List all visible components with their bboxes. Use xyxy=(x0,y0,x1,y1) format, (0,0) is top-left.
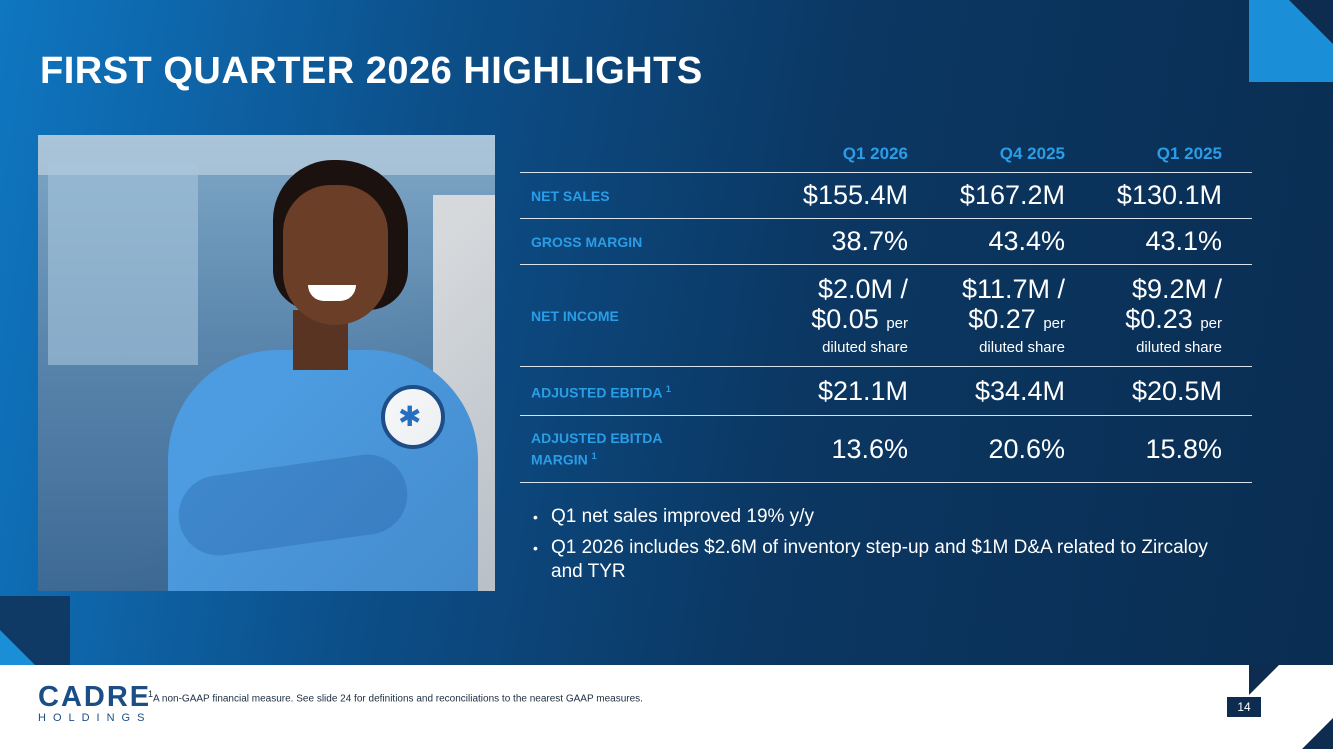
table-row-gross-margin: GROSS MARGIN 38.7% 43.4% 43.1% xyxy=(520,218,1252,265)
emt-photo: ✱ xyxy=(38,135,495,591)
table-row-net-sales: NET SALES $155.4M $167.2M $130.1M xyxy=(520,172,1252,219)
table-cell: 13.6% xyxy=(781,415,938,483)
table-cell: $167.2M xyxy=(938,172,1095,219)
table-cell: $20.5M xyxy=(1095,366,1252,416)
column-header: Q4 2025 xyxy=(999,143,1065,163)
footnote: 1A non-GAAP financial measure. See slide… xyxy=(148,689,643,705)
table-cell: $9.2M / $0.23 per diluted share xyxy=(1095,264,1252,367)
list-item: Q1 2026 includes $2.6M of inventory step… xyxy=(533,536,1213,584)
footer-accent-triangle xyxy=(1249,665,1279,695)
table-cell: $130.1M xyxy=(1095,172,1252,219)
footer: CADRE HOLDINGS 1A non-GAAP financial mea… xyxy=(0,665,1333,749)
table-cell: 43.1% xyxy=(1095,218,1252,265)
list-item: Q1 net sales improved 19% y/y xyxy=(533,505,1213,529)
row-label: GROSS MARGIN xyxy=(520,218,781,265)
table-cell: $155.4M xyxy=(781,172,938,219)
table-cell: 20.6% xyxy=(938,415,1095,483)
table-cell: 38.7% xyxy=(781,218,938,265)
table-row-net-income: NET INCOME $2.0M / $0.05 per diluted sha… xyxy=(520,264,1252,367)
column-header: Q1 2025 xyxy=(1156,143,1222,163)
table-row-adjusted-ebitda-margin: ADJUSTED EBITDA MARGIN 1 13.6% 20.6% 15.… xyxy=(520,415,1252,483)
slide-title: FIRST QUARTER 2026 HIGHLIGHTS xyxy=(40,50,703,92)
table-cell: $21.1M xyxy=(781,366,938,416)
table-cell: 15.8% xyxy=(1095,415,1252,483)
row-label: ADJUSTED EBITDA MARGIN 1 xyxy=(520,415,781,483)
table-cell: $11.7M / $0.27 per diluted share xyxy=(938,264,1095,367)
highlights-bullets: Q1 net sales improved 19% y/y Q1 2026 in… xyxy=(533,505,1213,591)
table-row-adjusted-ebitda: ADJUSTED EBITDA 1 $21.1M $34.4M $20.5M xyxy=(520,366,1252,416)
table-header-row: Q1 2026 Q4 2025 Q1 2025 xyxy=(520,135,1252,173)
table-cell: $34.4M xyxy=(938,366,1095,416)
row-label: NET SALES xyxy=(520,172,781,219)
column-header: Q1 2026 xyxy=(842,143,908,163)
table-cell: 43.4% xyxy=(938,218,1095,265)
left-accent-triangle xyxy=(0,630,35,665)
page-number: 14 xyxy=(1227,697,1261,717)
row-label: NET INCOME xyxy=(520,264,781,367)
highlights-table: Q1 2026 Q4 2025 Q1 2025 NET SALES $155.4… xyxy=(520,135,1252,483)
star-of-life-icon: ✱ xyxy=(398,403,421,431)
slide-background: FIRST QUARTER 2026 HIGHLIGHTS ✱ Q1 2026 … xyxy=(0,0,1333,665)
corner-accent-triangle xyxy=(1289,0,1333,44)
table-header-blank xyxy=(520,135,781,173)
table-cell: $2.0M / $0.05 per diluted share xyxy=(781,264,938,367)
footer-corner-triangle xyxy=(1302,718,1333,749)
ems-patch-icon xyxy=(381,385,445,449)
row-label: ADJUSTED EBITDA 1 xyxy=(520,366,781,416)
cadre-logo: CADRE HOLDINGS xyxy=(38,681,152,725)
